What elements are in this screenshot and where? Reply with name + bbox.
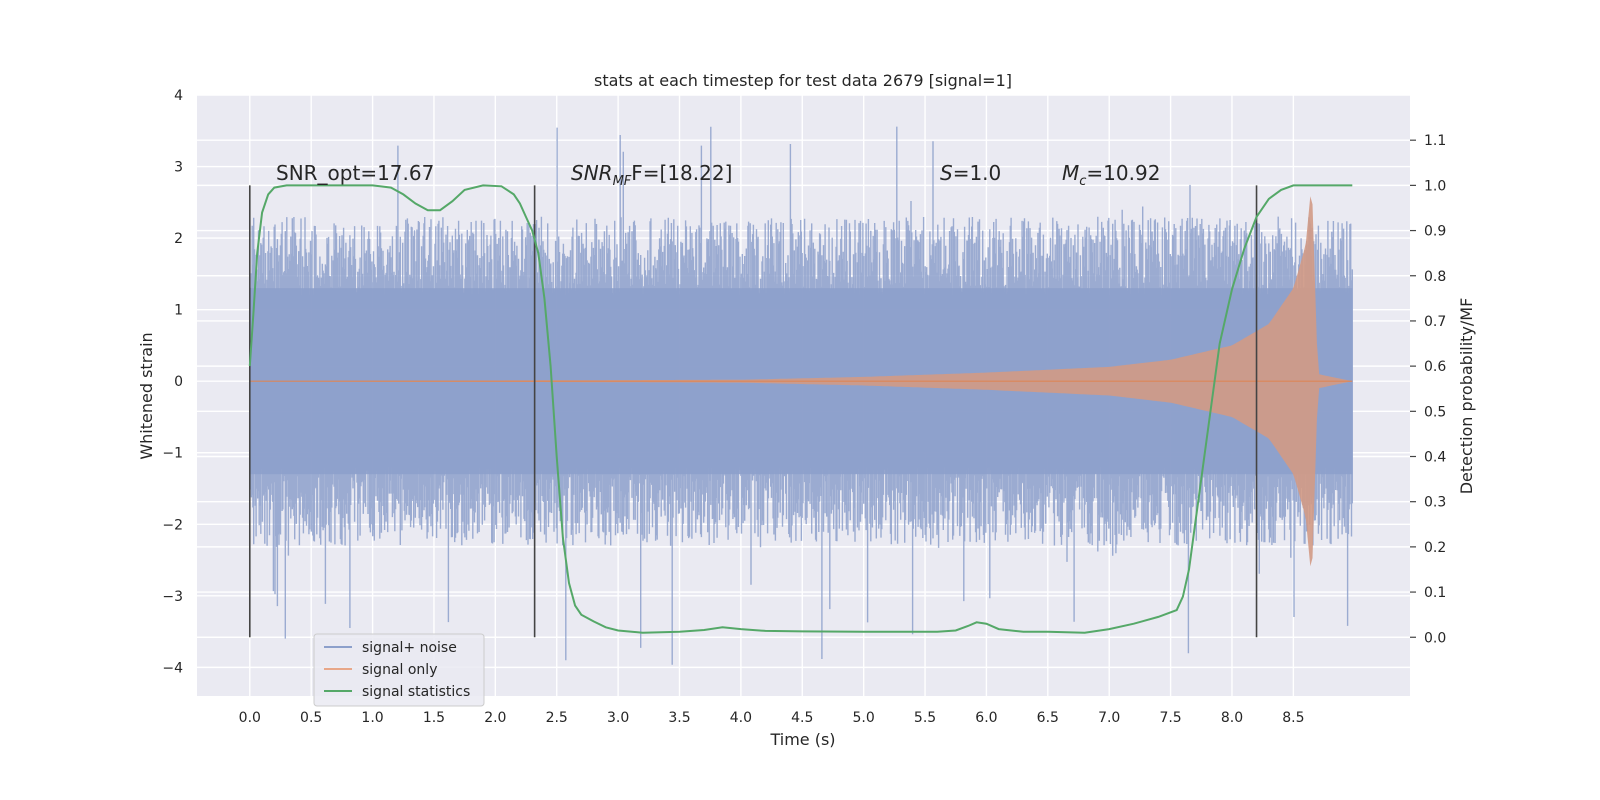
- x-axis-label: Time (s): [769, 730, 835, 749]
- x-tick-label: 3.5: [668, 710, 690, 726]
- series-signal-statistics: [248, 184, 1353, 634]
- x-tick-label: 5.5: [914, 710, 936, 726]
- y2-axis-ticks: 0.0 0.1 0.2 0.3 0.4 0.5 0.6 0.7 0.8 0.9 1.0 1.1: [1410, 133, 1446, 646]
- x-tick-label: 7.5: [1159, 710, 1181, 726]
- x-tick-label: 4.5: [791, 710, 813, 726]
- y-tick-label: 4: [174, 88, 183, 104]
- x-axis-ticks: 0.0 0.5 1.0 1.5 2.0 2.5 3.0 3.5 4.0 4.5 5.0 5.5 6.0 6…: [239, 710, 1305, 726]
- annotation-mc: Mc=10.92: [1062, 161, 1160, 189]
- chart-title: stats at each timestep for test data 267…: [594, 71, 1012, 90]
- legend-label-signal-statistics: signal statistics: [362, 684, 470, 700]
- y-tick-label: −4: [162, 660, 183, 676]
- y-axis-label: Whitened strain: [137, 332, 156, 459]
- x-tick-label: 0.5: [300, 710, 322, 726]
- y2-tick-label: 0.1: [1424, 585, 1446, 601]
- legend-box: [313, 633, 485, 707]
- x-tick-label: 1.5: [423, 710, 445, 726]
- y2-tick-label: 0.0: [1424, 630, 1446, 646]
- y2-tick-label: 0.9: [1424, 224, 1446, 240]
- annotation-snr-mf: SNRMFF=[18.22]: [571, 161, 732, 189]
- y-tick-label: 3: [174, 160, 183, 176]
- x-tick-label: 4.0: [730, 710, 752, 726]
- y2-tick-label: 0.8: [1424, 269, 1446, 285]
- y-tick-label: −3: [162, 589, 183, 605]
- x-tick-label: 5.0: [853, 710, 875, 726]
- y2-tick-label: 0.4: [1424, 450, 1446, 466]
- x-tick-label: 7.0: [1098, 710, 1120, 726]
- vertical-markers: [248, 185, 1258, 638]
- x-tick-label: 6.5: [1037, 710, 1059, 726]
- y2-tick-label: 0.5: [1424, 404, 1446, 420]
- y-tick-label: −1: [162, 446, 183, 462]
- y2-tick-label: 1.1: [1424, 133, 1446, 149]
- x-tick-label: 6.0: [975, 710, 997, 726]
- y-tick-label: −2: [162, 517, 183, 533]
- legend-label-signal-only: signal only: [362, 662, 437, 678]
- y2-tick-label: 0.7: [1424, 314, 1446, 330]
- series-signal-only: [249, 196, 1353, 567]
- x-tick-label: 8.5: [1282, 710, 1304, 726]
- y2-axis-label: Detection probability/MF: [1457, 298, 1476, 495]
- y-axis-ticks: −4 −3 −2 −1 0 1 2 3 4: [162, 88, 183, 676]
- y-tick-label: 0: [174, 374, 183, 390]
- annotation-s: S=1.0: [940, 161, 1001, 185]
- x-tick-label: 1.0: [361, 710, 383, 726]
- legend: signal+ noise signal only signal statist…: [313, 633, 485, 707]
- y2-tick-label: 0.3: [1424, 495, 1446, 511]
- x-tick-label: 8.0: [1221, 710, 1243, 726]
- y-tick-label: 2: [174, 231, 183, 247]
- y-tick-label: 1: [174, 303, 183, 319]
- y2-tick-label: 0.2: [1424, 540, 1446, 556]
- x-tick-label: 0.0: [239, 710, 261, 726]
- y2-tick-label: 0.6: [1424, 359, 1446, 375]
- x-tick-label: 2.0: [484, 710, 506, 726]
- annotation-snr-opt: SNR_opt=17.67: [276, 161, 434, 185]
- x-tick-label: 3.0: [607, 710, 629, 726]
- legend-label-signal-plus-noise: signal+ noise: [362, 640, 457, 656]
- x-tick-label: 2.5: [546, 710, 568, 726]
- y2-tick-label: 1.0: [1424, 178, 1446, 194]
